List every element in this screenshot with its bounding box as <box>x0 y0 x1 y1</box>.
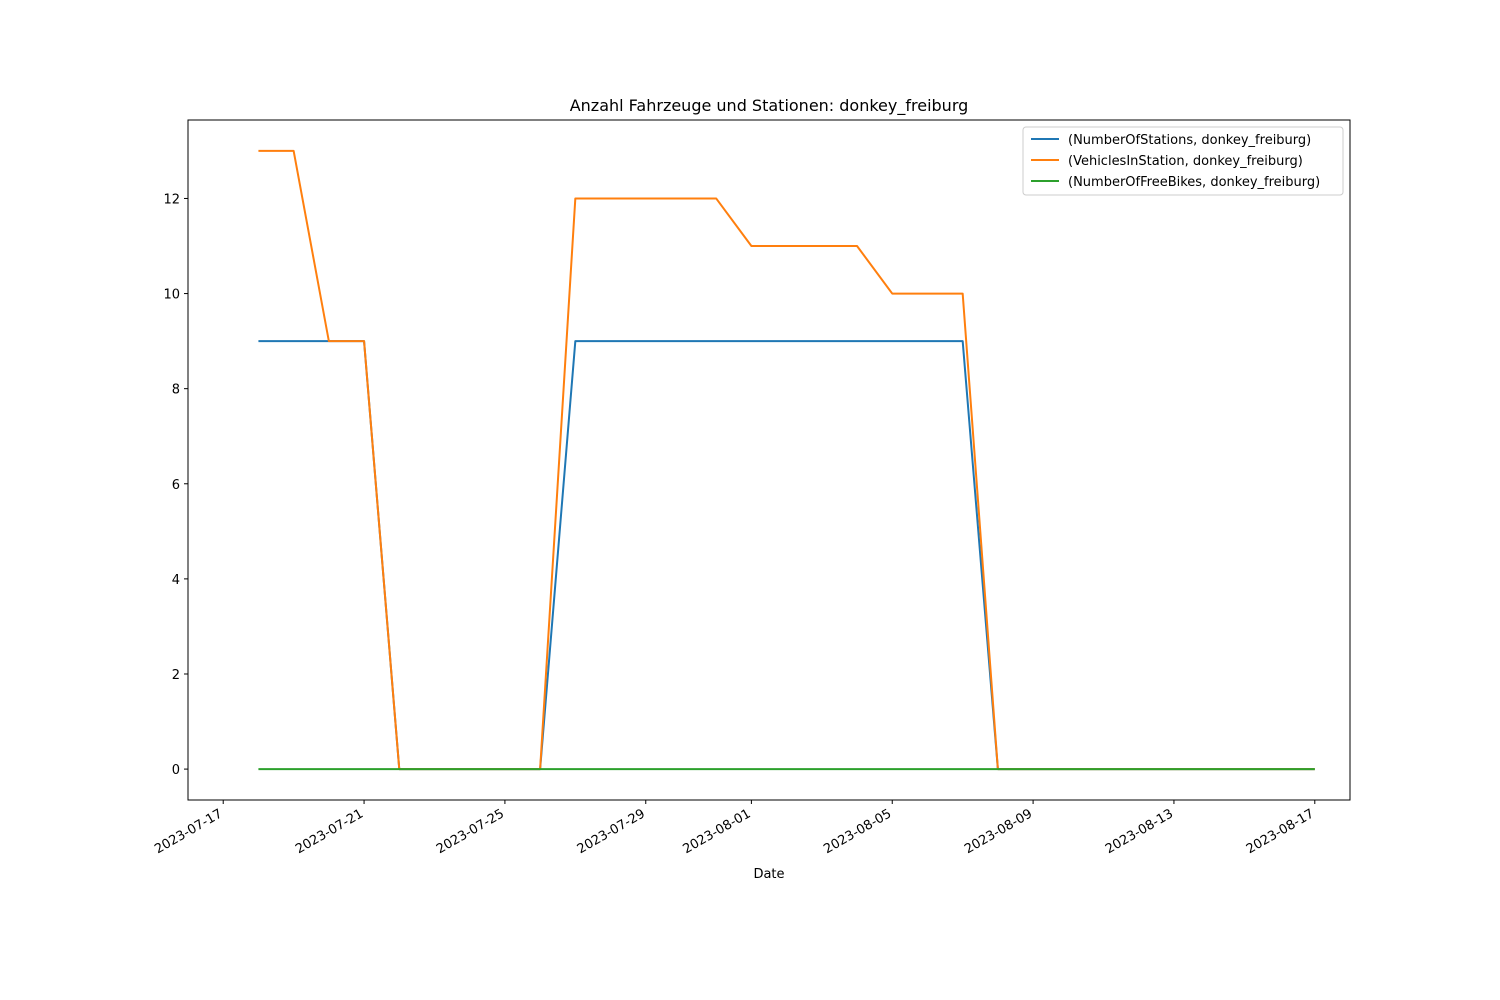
y-tick-label: 2 <box>172 668 180 683</box>
legend-label: (NumberOfStations, donkey_freiburg) <box>1068 133 1311 148</box>
y-tick-label: 0 <box>172 763 180 778</box>
y-tick-label: 10 <box>163 288 180 303</box>
y-tick-label: 12 <box>163 192 180 207</box>
y-tick-label: 4 <box>172 573 180 588</box>
legend: (NumberOfStations, donkey_freiburg) (Vehi… <box>1022 126 1344 196</box>
y-tick-label: 8 <box>172 383 180 398</box>
y-axis: 0 2 4 6 8 10 12 <box>163 192 188 778</box>
chart-title: Anzahl Fahrzeuge und Stationen: donkey_f… <box>570 96 969 116</box>
y-tick-label: 6 <box>172 478 180 493</box>
series-lines <box>258 149 1315 771</box>
plot-frame <box>187 119 1351 801</box>
legend-label: (VehiclesInStation, donkey_freiburg) <box>1068 154 1303 169</box>
x-axis-label: Date <box>753 867 784 882</box>
legend-label: (NumberOfFreeBikes, donkey_freiburg) <box>1068 175 1320 190</box>
legend-box <box>1022 126 1344 196</box>
